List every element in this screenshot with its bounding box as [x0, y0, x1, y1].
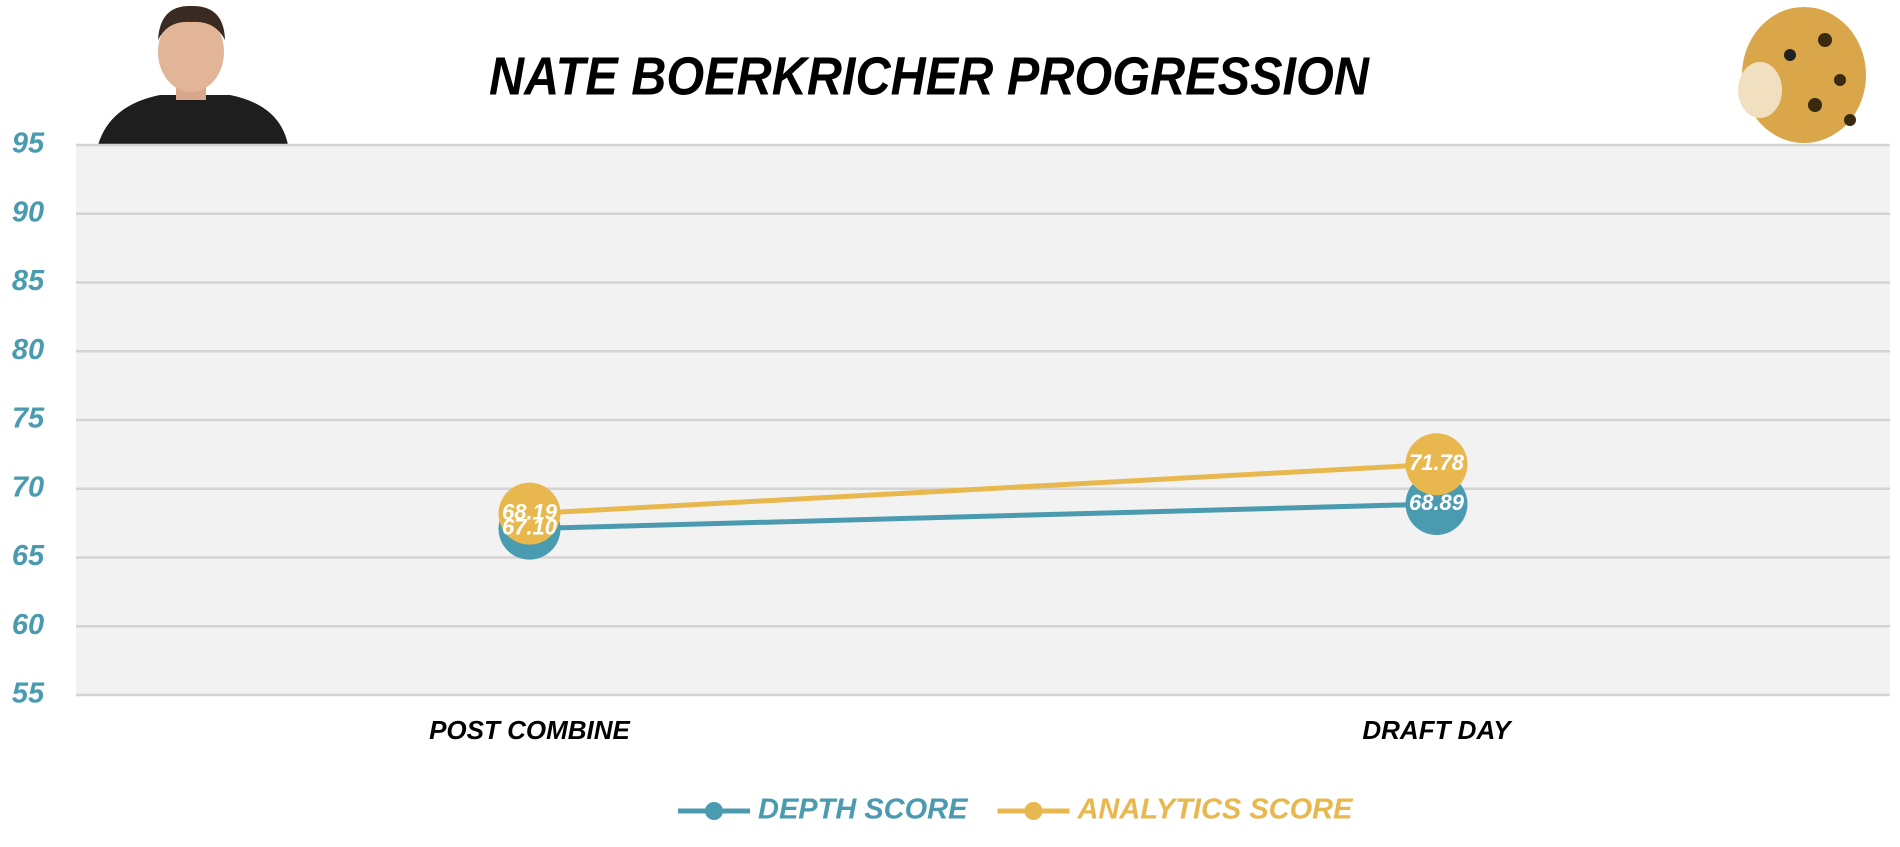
legend-marker — [1024, 802, 1043, 820]
y-tick-label: 95 — [12, 128, 45, 160]
point-marker — [1405, 433, 1468, 496]
y-tick-label: 55 — [12, 678, 45, 710]
y-tick-label: 85 — [12, 265, 45, 297]
y-tick-label: 80 — [12, 334, 44, 366]
data-label: 67.10 — [502, 514, 558, 539]
y-tick-label: 75 — [12, 403, 45, 435]
legend-label: DEPTH SCORE — [758, 794, 969, 826]
x-tick-label: DRAFT DAY — [1362, 715, 1513, 745]
series-line — [529, 501, 1437, 532]
x-tick-label: POST COMBINE — [429, 715, 630, 745]
data-label: 68.19 — [502, 499, 558, 524]
data-label: 68.89 — [1409, 490, 1465, 515]
y-tick-label: 90 — [12, 196, 44, 228]
y-tick-label: 70 — [12, 471, 44, 503]
legend-marker — [705, 802, 723, 820]
player-photo — [98, 0, 288, 145]
legend-label: ANALYTICS SCORE — [1076, 794, 1354, 826]
team-logo — [1738, 7, 1866, 143]
y-tick-label: 60 — [12, 609, 44, 641]
series-line — [529, 461, 1437, 517]
chart-title: NATE BOERKRICHER PROGRESSION — [489, 46, 1370, 106]
data-label: 71.78 — [1409, 450, 1465, 475]
point-marker — [498, 482, 561, 545]
y-tick-label: 65 — [12, 540, 45, 572]
